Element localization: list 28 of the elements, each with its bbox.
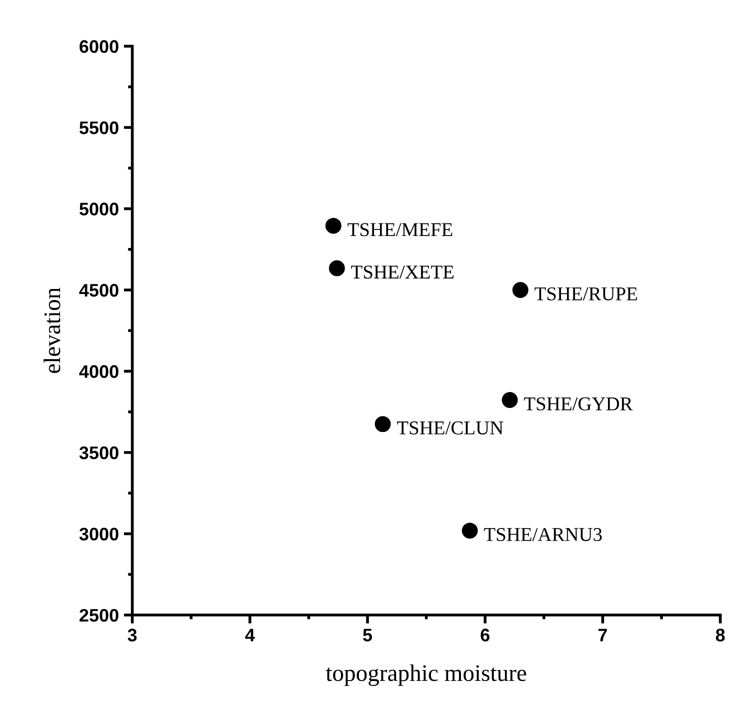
- point: [462, 522, 478, 539]
- y-tick-label: 3500: [79, 446, 118, 460]
- x-axis-title: topographic moisture: [326, 664, 526, 686]
- y-tick-label: 6000: [80, 40, 118, 53]
- x-tick-label: 5: [363, 628, 372, 642]
- x-tick-label: 3: [128, 628, 137, 642]
- point: [502, 392, 518, 408]
- y-tick-label: 2500: [80, 608, 118, 622]
- x-tick-label: 8: [716, 628, 725, 642]
- y-tick-label: 4000: [79, 365, 118, 378]
- x-tick-label: 4: [245, 628, 255, 642]
- y-tick-label: 5500: [80, 121, 118, 134]
- y-tick-label: 4500: [79, 284, 118, 297]
- point: [328, 260, 345, 276]
- y-axis-title: elevation: [44, 288, 60, 373]
- y-tick-label: 3000: [79, 528, 118, 541]
- annotation: TSHE/ARNU3: [484, 528, 602, 542]
- annotation: TSHE/CLUN: [397, 421, 504, 434]
- annotation: TSHE/MEFE: [348, 223, 452, 236]
- y-tick-label: 5000: [80, 202, 118, 216]
- x-tick-label: 7: [598, 628, 607, 642]
- point: [512, 282, 528, 298]
- annotation: TSHE/GYDR: [524, 397, 633, 410]
- point: [325, 218, 342, 234]
- annotation: TSHE/RUPE: [534, 287, 638, 300]
- point: [374, 416, 391, 432]
- annotation: TSHE/XETE: [351, 266, 454, 279]
- x-tick-label: 6: [480, 628, 490, 642]
